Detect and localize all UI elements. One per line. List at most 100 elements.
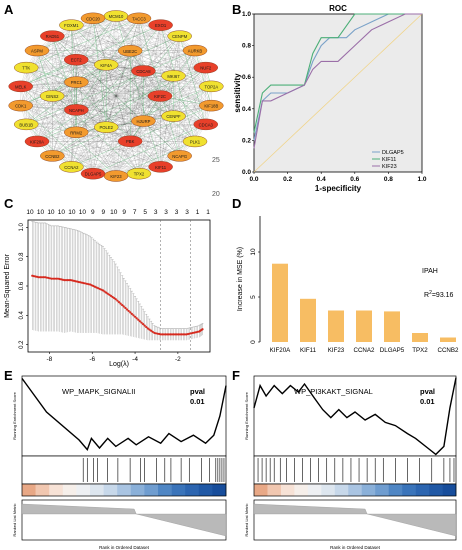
legend-kif11: KIF11 bbox=[382, 157, 396, 163]
network-node-label: FOXM1 bbox=[64, 23, 79, 28]
network-edge bbox=[115, 120, 144, 177]
network-edge bbox=[143, 36, 180, 122]
network-edge bbox=[92, 141, 131, 174]
gsea-pval-value: 0.01 bbox=[420, 397, 435, 406]
network-edge bbox=[159, 95, 206, 125]
network-edge bbox=[26, 50, 196, 68]
network-edge bbox=[106, 64, 161, 167]
lasso-count-label: 10 bbox=[79, 209, 87, 216]
network-node-label: AURKB bbox=[188, 49, 203, 54]
network-node-label: NUF2 bbox=[200, 66, 212, 71]
network-edge bbox=[26, 18, 94, 125]
network-edge bbox=[194, 86, 212, 142]
lasso-point bbox=[66, 279, 69, 282]
lasso-point bbox=[117, 301, 121, 304]
network-edge bbox=[36, 50, 174, 117]
legend-kif23: KIF23 bbox=[382, 164, 397, 170]
network-edge bbox=[76, 75, 174, 83]
network-node bbox=[131, 115, 156, 127]
importance-bar-kif11 bbox=[300, 298, 316, 342]
network-edge bbox=[106, 124, 206, 128]
network-edge bbox=[106, 64, 212, 106]
network-edge bbox=[26, 25, 161, 68]
gsea-color-frame bbox=[21, 483, 227, 497]
network-edge bbox=[36, 18, 140, 51]
network-edge bbox=[92, 18, 131, 51]
network-edge bbox=[36, 50, 53, 156]
network-node bbox=[131, 65, 156, 77]
lasso-point bbox=[125, 308, 129, 311]
roc-ytick-label: 0.8 bbox=[242, 43, 251, 50]
network-edge bbox=[115, 141, 196, 177]
roc-title: ROC bbox=[329, 4, 347, 13]
network-edge bbox=[76, 75, 174, 133]
network-edge bbox=[160, 25, 196, 142]
network-edge bbox=[52, 70, 144, 97]
lasso-count-label: 3 bbox=[164, 209, 168, 216]
gsea-color-segment bbox=[198, 484, 213, 496]
network-edge bbox=[76, 64, 107, 133]
network-edge bbox=[92, 18, 107, 128]
lasso-point bbox=[145, 325, 148, 329]
network-edge bbox=[20, 105, 94, 174]
lasso-point bbox=[121, 303, 124, 307]
roc-ytick-label: 0.4 bbox=[242, 106, 251, 113]
network-edge bbox=[92, 18, 140, 174]
network-edge bbox=[26, 105, 212, 125]
gsea-color-segment bbox=[267, 484, 282, 496]
network-edge bbox=[36, 50, 206, 68]
network-edge bbox=[179, 50, 196, 156]
network-edge bbox=[115, 15, 196, 142]
network-edge bbox=[71, 25, 77, 60]
network-edge bbox=[138, 116, 174, 174]
network-edge bbox=[138, 18, 212, 87]
network-edge bbox=[36, 25, 161, 142]
network-node-label: ECT2 bbox=[71, 58, 82, 63]
network-node-label: NCAPG bbox=[172, 154, 187, 159]
network-node bbox=[161, 70, 186, 82]
network-nodes: MCM10 TACC3 EXO1 CENPM AURKB NUF2 TOP2A KIF18B C… bbox=[8, 10, 224, 182]
lasso-point bbox=[37, 276, 40, 279]
network-edge bbox=[52, 59, 77, 156]
importance-ytick-label: 0 bbox=[250, 340, 257, 344]
network-edge bbox=[52, 70, 144, 156]
network-edge bbox=[20, 105, 140, 174]
network-node-label: NCAPH bbox=[69, 108, 84, 113]
lasso-count-label: 10 bbox=[26, 209, 34, 216]
gsea-color-segment bbox=[185, 484, 200, 496]
lasso-point bbox=[141, 323, 145, 326]
network-edge bbox=[36, 36, 180, 51]
lasso-point bbox=[111, 295, 114, 299]
network-edge bbox=[130, 70, 144, 142]
importance-category-label: KIF20A bbox=[270, 347, 292, 354]
network-edge bbox=[76, 132, 161, 167]
network-node bbox=[94, 59, 119, 71]
network-edge bbox=[115, 15, 212, 87]
roc-xtick-label: 0.4 bbox=[317, 176, 326, 183]
network-node-label: KIF4A bbox=[100, 63, 112, 68]
network-edge bbox=[76, 59, 180, 156]
network-edge bbox=[52, 15, 117, 37]
network-node-label: KIF20A bbox=[30, 139, 44, 144]
lasso-xtick-label: -8 bbox=[47, 356, 53, 363]
network-edge bbox=[36, 15, 117, 51]
network-edge bbox=[76, 50, 196, 133]
network-edge bbox=[92, 18, 161, 97]
lasso-point bbox=[108, 293, 111, 296]
lasso-cv-chart: 10 10 10 10 10 10 9 9 10 9 7 5 3 3 3 3 1 1 -8 -6 -4 -20.20.4… bbox=[4, 209, 211, 368]
lasso-point bbox=[106, 292, 109, 295]
lasso-point bbox=[146, 327, 150, 330]
network-edge bbox=[76, 109, 174, 117]
network-edge bbox=[76, 109, 94, 174]
network-edge bbox=[71, 120, 144, 167]
gsea-color-segment bbox=[22, 484, 36, 496]
importance-annotation: IPAH bbox=[422, 268, 438, 275]
network-edge bbox=[115, 15, 144, 72]
network-edge bbox=[76, 82, 144, 122]
lasso-xlabel: Log(λ) bbox=[109, 361, 129, 368]
lasso-count-label: 7 bbox=[133, 209, 137, 216]
network-edge bbox=[92, 36, 180, 174]
network-edge bbox=[160, 75, 174, 167]
